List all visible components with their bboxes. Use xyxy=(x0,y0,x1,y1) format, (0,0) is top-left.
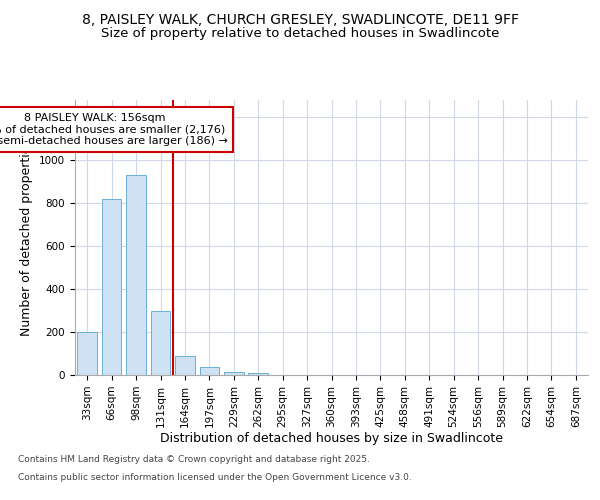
Bar xyxy=(248,373,268,375)
Bar xyxy=(151,310,170,375)
Text: Contains HM Land Registry data © Crown copyright and database right 2025.: Contains HM Land Registry data © Crown c… xyxy=(18,455,370,464)
Bar xyxy=(127,175,146,375)
Bar xyxy=(77,332,97,375)
Bar xyxy=(224,372,244,375)
Y-axis label: Number of detached properties: Number of detached properties xyxy=(20,139,34,336)
Text: Contains public sector information licensed under the Open Government Licence v3: Contains public sector information licen… xyxy=(18,472,412,482)
Text: Size of property relative to detached houses in Swadlincote: Size of property relative to detached ho… xyxy=(101,28,499,40)
Bar xyxy=(175,356,194,375)
Bar xyxy=(102,199,121,375)
Bar xyxy=(200,368,219,375)
Text: 8, PAISLEY WALK, CHURCH GRESLEY, SWADLINCOTE, DE11 9FF: 8, PAISLEY WALK, CHURCH GRESLEY, SWADLIN… xyxy=(82,12,518,26)
X-axis label: Distribution of detached houses by size in Swadlincote: Distribution of detached houses by size … xyxy=(160,432,503,446)
Text: 8 PAISLEY WALK: 156sqm
← 92% of detached houses are smaller (2,176)
8% of semi-d: 8 PAISLEY WALK: 156sqm ← 92% of detached… xyxy=(0,113,227,146)
